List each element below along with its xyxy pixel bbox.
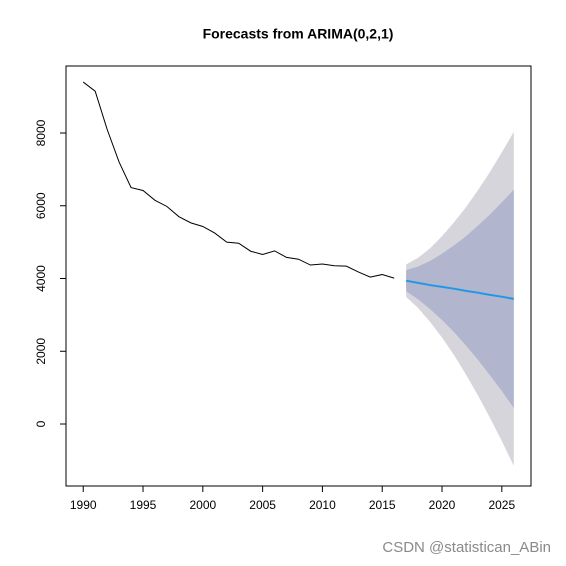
x-tick-label: 2025 bbox=[488, 498, 515, 512]
y-tick-label: 0 bbox=[34, 420, 48, 427]
history-line bbox=[82, 81, 395, 279]
y-tick-label: 6000 bbox=[34, 192, 48, 219]
y-tick-label: 2000 bbox=[34, 338, 48, 365]
y-tick-label: 4000 bbox=[34, 265, 48, 292]
chart-title: Forecasts from ARIMA(0,2,1) bbox=[203, 26, 394, 42]
x-tick-label: 2020 bbox=[429, 498, 456, 512]
y-tick-label: 8000 bbox=[34, 119, 48, 146]
x-tick-label: 2015 bbox=[369, 498, 396, 512]
band-80 bbox=[406, 189, 514, 409]
x-tick-label: 2000 bbox=[189, 498, 216, 512]
forecast-line bbox=[405, 279, 514, 300]
watermark: CSDN @statistican_ABin bbox=[382, 539, 551, 556]
x-tick-label: 2010 bbox=[309, 498, 336, 512]
x-tick-label: 1995 bbox=[130, 498, 157, 512]
x-tick-label: 1990 bbox=[70, 498, 97, 512]
x-tick-label: 2005 bbox=[249, 498, 276, 512]
